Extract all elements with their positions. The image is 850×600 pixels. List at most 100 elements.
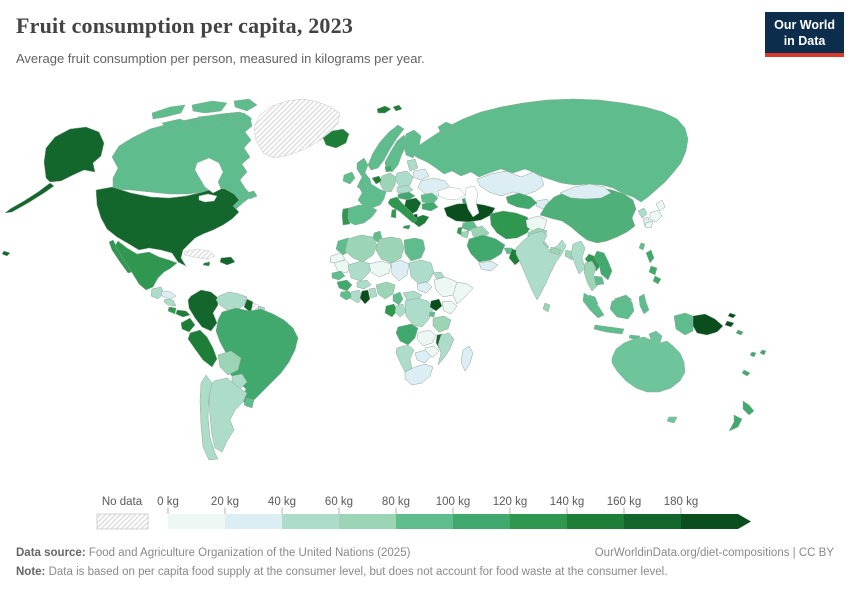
region-madagascar[interactable] <box>460 345 474 372</box>
region-somalia[interactable] <box>452 281 474 305</box>
region-togo-benin[interactable] <box>368 287 378 299</box>
region-novaya-zemlya[interactable] <box>437 121 454 134</box>
region-saudi-arabia[interactable] <box>466 234 506 263</box>
region-uzbekistan-turkmenistan[interactable] <box>505 192 538 210</box>
region-bangladesh[interactable] <box>564 249 574 261</box>
region-java[interactable] <box>593 324 625 335</box>
region-myanmar[interactable] <box>570 240 586 275</box>
region-ireland[interactable] <box>342 171 356 185</box>
region-mexico[interactable] <box>114 240 178 291</box>
legend-bin-2[interactable] <box>282 514 339 529</box>
region-hispaniola[interactable] <box>219 256 236 266</box>
region-gabon[interactable] <box>384 303 398 318</box>
region-costa-rica[interactable] <box>167 306 177 315</box>
region-fiji[interactable] <box>759 349 767 356</box>
region-tanzania[interactable] <box>432 315 452 333</box>
region-japan-hokkaido[interactable] <box>655 199 666 212</box>
legend-bin-7[interactable] <box>567 514 624 529</box>
legend-bin-1[interactable] <box>225 514 282 529</box>
region-uganda[interactable] <box>429 298 443 312</box>
region-norway[interactable] <box>367 124 405 171</box>
region-nicaragua[interactable] <box>163 298 177 307</box>
region-peru[interactable] <box>187 329 218 368</box>
region-ecuador[interactable] <box>180 317 196 333</box>
region-jamaica[interactable] <box>202 261 211 267</box>
region-borneo-indonesia[interactable] <box>609 297 635 320</box>
region-mali[interactable] <box>347 260 372 282</box>
region-chile[interactable] <box>199 374 219 461</box>
region-namibia[interactable] <box>395 344 415 373</box>
region-australia[interactable] <box>611 330 686 393</box>
region-yemen[interactable] <box>478 260 499 272</box>
region-philippines-mindanao[interactable] <box>652 275 662 285</box>
region-mongolia[interactable] <box>559 183 612 200</box>
region-sulawesi[interactable] <box>638 293 650 315</box>
region-sardinia[interactable] <box>390 208 397 219</box>
region-senegal[interactable] <box>331 270 346 281</box>
region-nigeria[interactable] <box>375 281 396 300</box>
region-burkina-faso[interactable] <box>356 279 372 290</box>
region-libya[interactable] <box>375 236 405 264</box>
region-greenland[interactable] <box>253 98 341 159</box>
region-sierra-leone-liberia[interactable] <box>339 290 354 301</box>
region-south-sudan[interactable] <box>416 281 433 294</box>
region-tasmania[interactable] <box>666 416 678 424</box>
region-finland[interactable] <box>403 129 422 159</box>
region-greece[interactable] <box>413 214 430 228</box>
legend-bin-6[interactable] <box>510 514 567 529</box>
region-cuba[interactable] <box>183 248 216 260</box>
region-niger[interactable] <box>368 260 392 278</box>
region-bulgaria[interactable] <box>421 201 439 212</box>
region-russia[interactable] <box>409 98 689 203</box>
region-cameroon[interactable] <box>392 291 404 306</box>
region-canada-arctic-2[interactable] <box>191 100 228 114</box>
region-alaska[interactable] <box>43 126 105 183</box>
region-chad[interactable] <box>390 259 410 282</box>
region-romania[interactable] <box>420 192 439 205</box>
region-png-islands-2[interactable] <box>727 312 737 319</box>
legend-bin-9[interactable] <box>681 514 738 529</box>
region-cambodia[interactable] <box>593 275 605 286</box>
region-guinea[interactable] <box>336 279 353 292</box>
region-guatemala[interactable] <box>150 286 165 300</box>
legend-bin-5[interactable] <box>453 514 510 529</box>
region-eritrea[interactable] <box>432 271 445 280</box>
region-panama[interactable] <box>175 309 191 318</box>
legend-bin-0[interactable] <box>168 514 225 529</box>
region-germany[interactable] <box>379 172 397 193</box>
region-venezuela[interactable] <box>215 291 248 312</box>
region-aleutians[interactable] <box>4 182 55 214</box>
region-belarus[interactable] <box>412 168 430 181</box>
region-sudan[interactable] <box>408 259 435 285</box>
region-jordan[interactable] <box>460 230 470 239</box>
region-kazakhstan[interactable] <box>476 170 545 197</box>
region-canada-newfoundland[interactable] <box>245 190 258 200</box>
region-algeria[interactable] <box>344 234 378 263</box>
owid-logo[interactable]: Our World in Data <box>765 12 844 57</box>
region-canada-arctic-5[interactable] <box>197 114 225 128</box>
region-ghana[interactable] <box>359 289 371 305</box>
region-baltic-states[interactable] <box>406 158 419 172</box>
region-france[interactable] <box>357 182 387 209</box>
region-solomon-islands[interactable] <box>735 329 744 336</box>
region-svalbard-1[interactable] <box>376 105 392 114</box>
region-botswana[interactable] <box>414 349 432 364</box>
region-papua-new-guinea[interactable] <box>692 313 724 336</box>
region-vanuatu[interactable] <box>749 351 757 358</box>
region-poland[interactable] <box>394 170 414 188</box>
region-canada-arctic-4[interactable] <box>161 118 191 130</box>
region-denmark[interactable] <box>384 164 393 173</box>
region-angola[interactable] <box>395 323 419 346</box>
region-iceland[interactable] <box>322 128 350 149</box>
region-canada-arctic-3[interactable] <box>233 98 258 112</box>
region-canada-arctic-1[interactable] <box>151 104 186 120</box>
region-vietnam[interactable] <box>593 250 613 281</box>
region-new-caledonia[interactable] <box>741 369 751 377</box>
legend-bin-8[interactable] <box>624 514 681 529</box>
region-israel-lebanon[interactable] <box>456 226 463 236</box>
region-nepal[interactable] <box>549 246 562 256</box>
region-sumatra[interactable] <box>582 292 605 319</box>
region-new-zealand-south[interactable] <box>728 414 743 432</box>
region-iran[interactable] <box>489 210 533 240</box>
region-mozambique[interactable] <box>437 332 455 366</box>
